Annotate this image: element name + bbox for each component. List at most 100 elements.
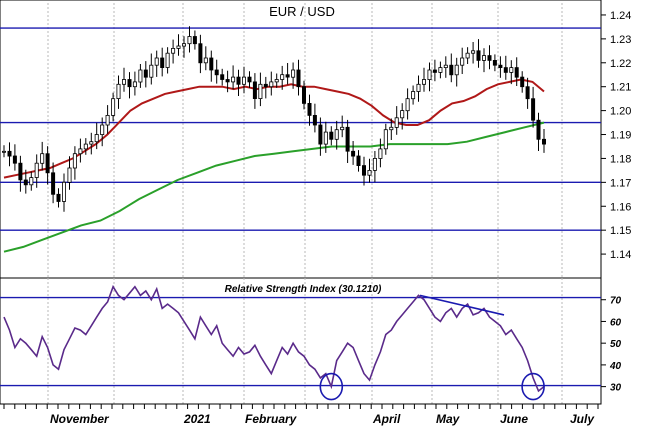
price-candle-body — [312, 115, 317, 126]
price-candle-body — [192, 36, 197, 45]
price-candle-body — [351, 150, 356, 157]
price-candle-body — [258, 83, 263, 100]
price-candle-body — [416, 83, 421, 92]
price-tick-label: 1.23 — [610, 34, 631, 46]
price-candles — [2, 26, 547, 212]
x-axis-month-label: July — [570, 412, 595, 426]
price-candle-body — [367, 169, 372, 176]
x-axis-month-label: June — [500, 412, 528, 426]
price-candle-body — [411, 91, 416, 100]
price-candle-body — [116, 83, 121, 100]
rsi-y-axis: 30 40 50 60 70 — [601, 296, 622, 394]
price-candle-body — [83, 143, 88, 150]
price-candle-body — [460, 57, 465, 66]
price-candle-body — [12, 155, 17, 164]
rsi-divergence-trendline — [419, 294, 505, 316]
rsi-annotations — [319, 294, 545, 401]
price-candle-body — [340, 126, 345, 131]
price-candle-body — [280, 74, 285, 80]
price-candle-body — [51, 172, 56, 195]
price-candle-body — [18, 162, 23, 181]
price-candle-body — [476, 50, 481, 61]
price-candle-body — [236, 76, 241, 85]
price-candle-body — [78, 148, 83, 155]
price-candle-body — [329, 131, 334, 140]
price-candle-body — [274, 79, 279, 83]
price-candle-body — [345, 126, 350, 152]
x-axis-month-label: April — [372, 412, 401, 426]
price-candle-body — [542, 138, 547, 145]
price-candle-body — [481, 55, 486, 61]
price-candle-body — [318, 124, 323, 145]
price-candle-body — [525, 86, 530, 100]
rsi-oversold-circle — [521, 372, 545, 401]
price-candle-body — [269, 81, 274, 88]
price-candle-body — [181, 43, 186, 47]
price-candle-body — [307, 103, 312, 116]
ma-short-series — [3, 78, 545, 179]
price-candle-body — [252, 81, 257, 100]
price-tick-label: 1.14 — [610, 249, 631, 261]
price-candle-body — [2, 150, 7, 153]
price-candle-body — [454, 64, 459, 76]
ma-long-series — [3, 121, 545, 253]
price-tick-label: 1.20 — [610, 106, 631, 118]
rsi-level-lines — [0, 296, 601, 387]
price-candle-body — [465, 52, 470, 59]
price-candle-body — [89, 141, 94, 145]
price-candle-body — [45, 153, 50, 174]
rsi-tick-label: 60 — [610, 317, 622, 328]
price-panel-frame — [0, 0, 602, 279]
rsi-tick-label: 70 — [610, 296, 622, 307]
price-candle-body — [111, 98, 116, 116]
price-candle-body — [187, 36, 192, 45]
price-candle-body — [160, 57, 165, 69]
rsi-oversold-circle — [319, 372, 344, 401]
price-candle-body — [62, 181, 67, 202]
price-candle-body — [285, 74, 290, 78]
price-candle-body — [531, 98, 536, 121]
rsi-tick-label: 30 — [610, 383, 622, 394]
price-candle-body — [94, 134, 99, 143]
price-candle-body — [443, 64, 448, 68]
price-candle-body — [165, 52, 170, 68]
price-candle-body — [105, 115, 110, 126]
price-candle-body — [487, 55, 492, 61]
price-candle-body — [432, 69, 437, 73]
price-candle-body — [122, 79, 127, 85]
price-candle-body — [301, 86, 306, 104]
x-axis-month-label: November — [50, 412, 110, 426]
price-candle-body — [225, 79, 230, 83]
price-candle-body — [503, 67, 508, 73]
price-candle-body — [149, 64, 154, 78]
price-candle-body — [203, 57, 208, 64]
price-candle-body — [520, 76, 525, 88]
ma-short-line — [3, 78, 545, 179]
x-axis: November 2021 February April May June July — [0, 403, 601, 426]
rsi-series — [3, 284, 545, 393]
price-candle-body — [171, 48, 176, 54]
price-tick-label: 1.15 — [610, 225, 631, 237]
price-candle-body — [427, 69, 432, 81]
price-candle-body — [361, 165, 366, 176]
price-candle-body — [383, 129, 388, 150]
price-chart-title: EUR / USD — [269, 4, 335, 19]
price-candle-body — [198, 43, 203, 64]
price-candle-body — [536, 119, 541, 140]
price-support-resistance-lines — [0, 27, 601, 231]
price-candle-body — [100, 124, 105, 136]
price-candle-body — [296, 69, 301, 88]
price-y-axis: 1.14 1.15 1.16 1.17 1.18 1.19 1.20 1.21 1.22 1.23… — [601, 10, 631, 261]
price-candle-body — [220, 74, 225, 80]
price-candle-body — [127, 79, 132, 88]
price-candle-body — [209, 57, 214, 71]
rsi-chart-title: Relative Strength Index (30.1210) — [225, 284, 382, 295]
price-tick-label: 1.24 — [610, 10, 631, 22]
price-candle-body — [154, 57, 159, 66]
price-candle-body — [372, 157, 377, 171]
price-candle-body — [176, 45, 181, 49]
price-candle-body — [132, 81, 137, 88]
price-candle-body — [231, 76, 236, 83]
x-axis-month-label: 2021 — [183, 412, 211, 426]
